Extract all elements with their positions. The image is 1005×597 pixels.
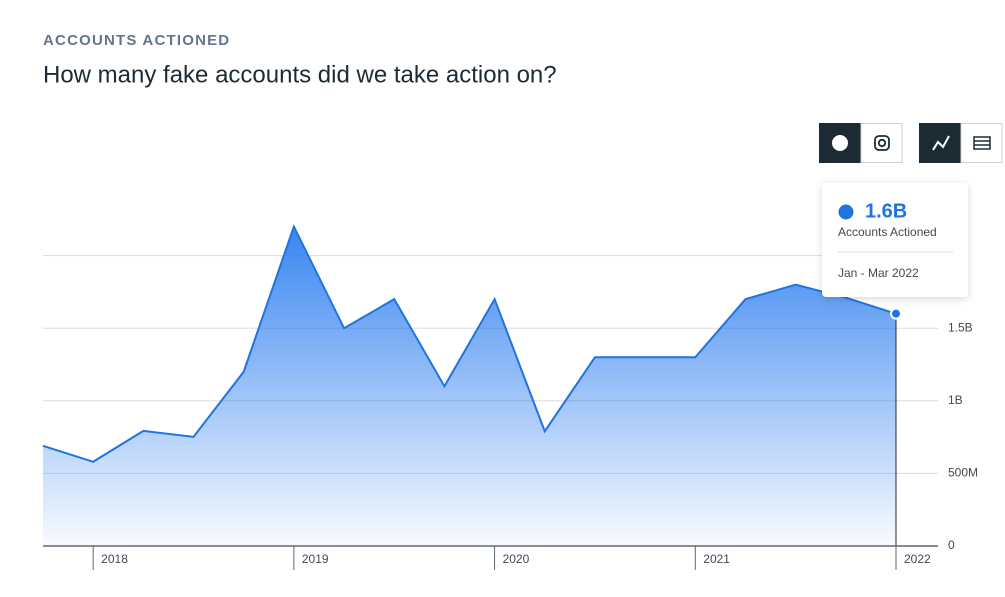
- x-tick-label: 2022: [904, 552, 931, 566]
- x-tick-label: 2020: [503, 552, 530, 566]
- tooltip-icon: [838, 204, 854, 220]
- tooltip: 1.6B Accounts Actioned Jan - Mar 2022: [822, 183, 968, 297]
- x-tick-label: 2018: [101, 552, 128, 566]
- instagram-icon: [874, 135, 890, 151]
- tooltip-value: 1.6B: [865, 200, 907, 222]
- instagram-icon-lens: [877, 138, 887, 148]
- tooltip-period: Jan - Mar 2022: [838, 266, 919, 280]
- view-toggle[interactable]: [919, 123, 1003, 163]
- platform-toggle[interactable]: [819, 123, 903, 163]
- table-view-button[interactable]: [960, 123, 1003, 163]
- instagram-button[interactable]: [860, 123, 903, 163]
- chart-icon: [932, 135, 950, 151]
- y-tick-label: 1.5B: [948, 320, 973, 334]
- title: How many fake accounts did we take actio…: [43, 61, 557, 88]
- facebook-icon: [832, 135, 848, 151]
- y-tick-label: 1B: [948, 393, 963, 407]
- hover-point: [890, 307, 902, 320]
- table-icon: [973, 136, 991, 150]
- y-tick-label: 0: [948, 538, 955, 552]
- y-tick-label: 500M: [948, 466, 978, 480]
- eyebrow: ACCOUNTS ACTIONED: [43, 32, 230, 49]
- tooltip-box: [822, 183, 968, 297]
- line: [42, 223, 897, 463]
- tooltip-label: Accounts Actioned: [838, 225, 937, 239]
- area: [43, 226, 896, 546]
- x-tick-label: 2021: [703, 552, 730, 566]
- plot: 0 500M 1B 1.5B 2018 2019 2020 2021 2022: [42, 223, 978, 570]
- x-tick-label: 2019: [302, 552, 329, 566]
